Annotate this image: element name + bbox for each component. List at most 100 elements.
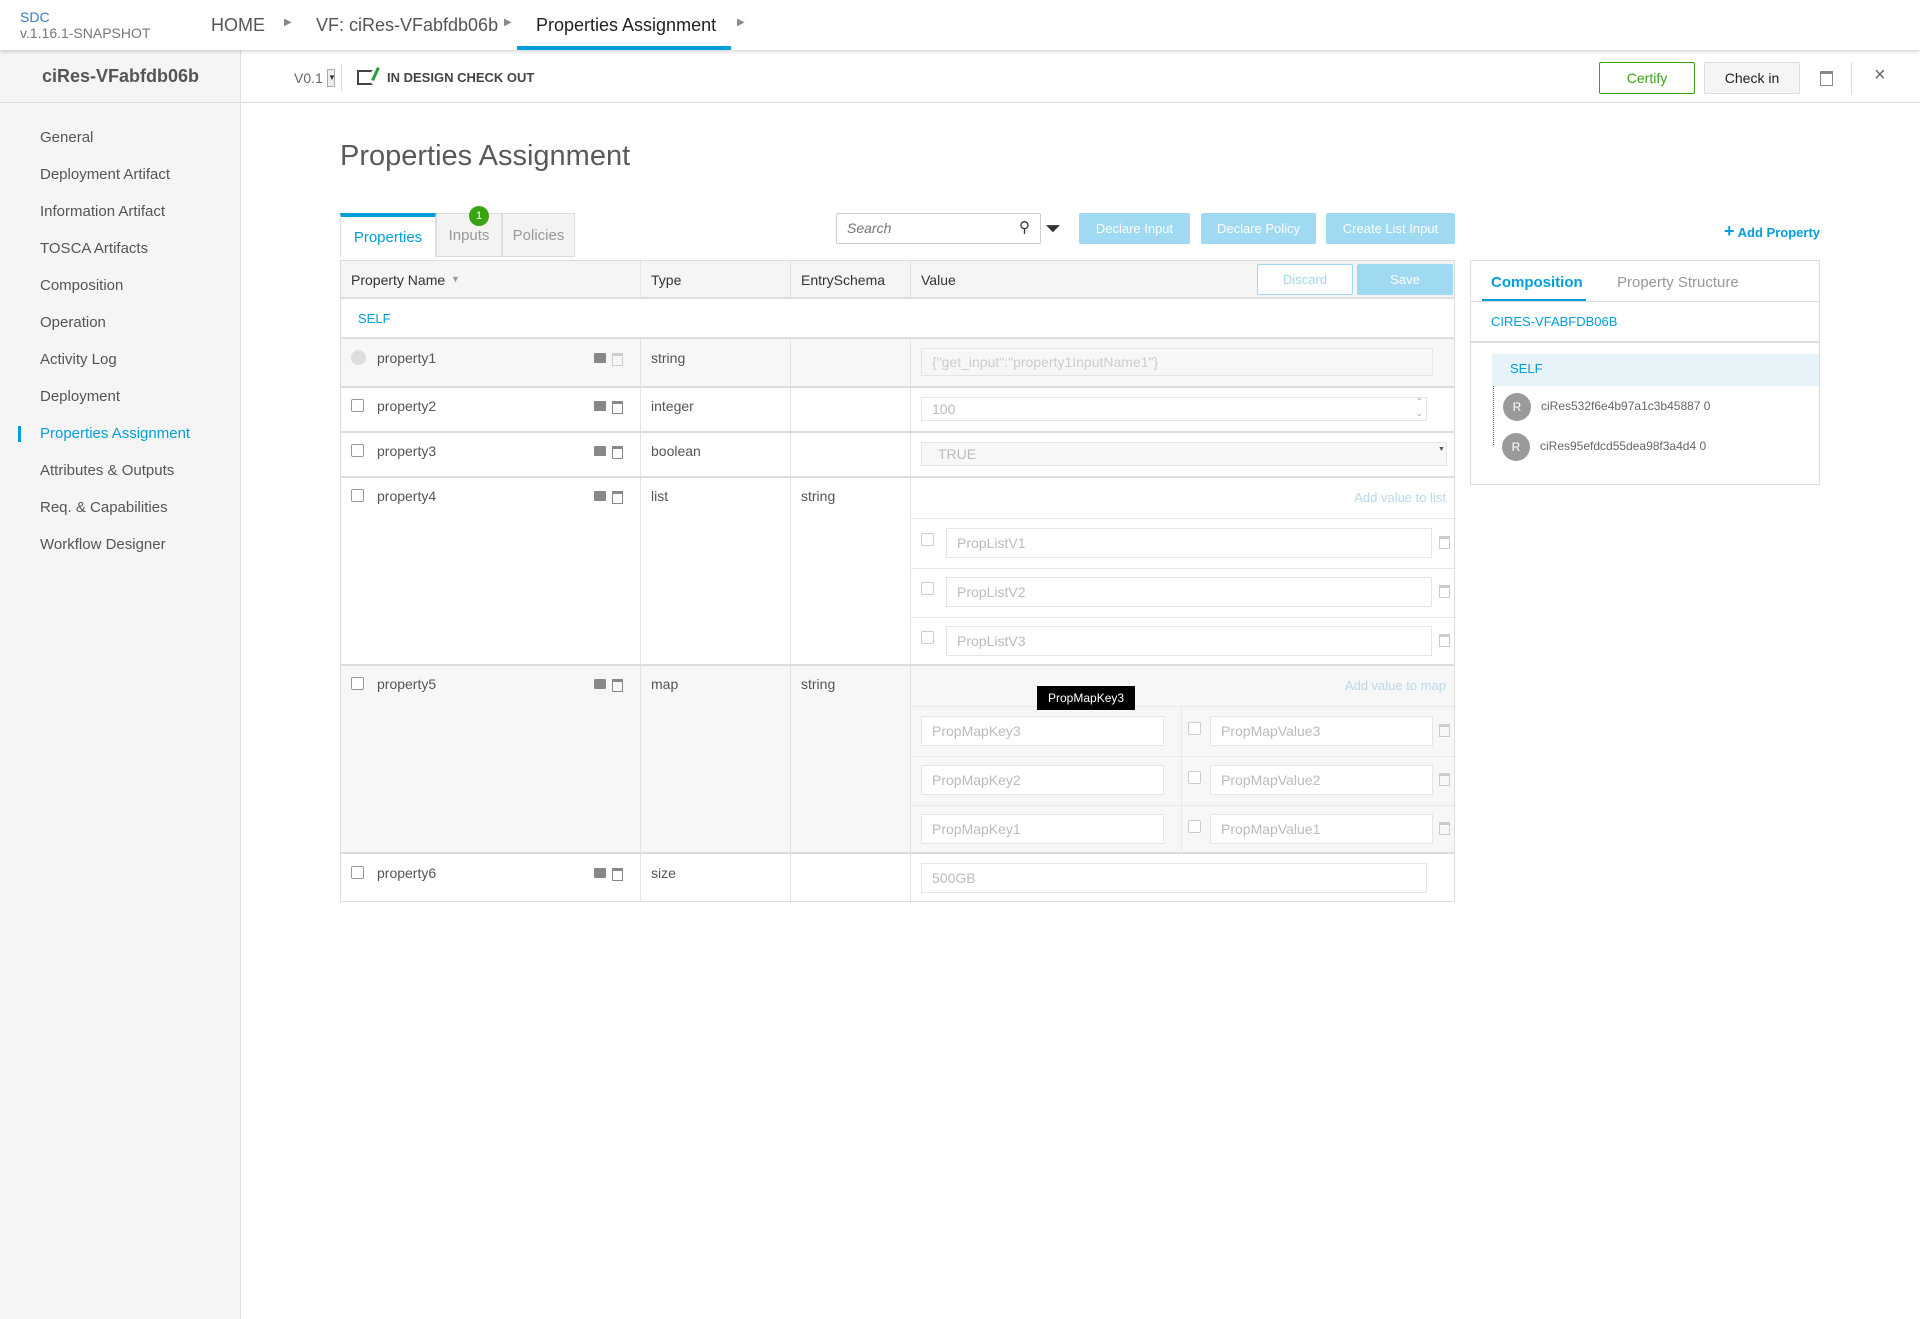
sidebar-item-information-artifact[interactable]: Information Artifact	[40, 203, 166, 220]
search-input[interactable]	[847, 214, 1007, 242]
filter-icon[interactable]: ⏷	[1045, 218, 1061, 240]
chevron-right-icon[interactable]: ▶	[737, 17, 745, 28]
certify-button[interactable]: Certify	[1599, 62, 1695, 94]
map-key-input[interactable]: PropMapKey2	[921, 765, 1164, 795]
row-checkbox[interactable]	[351, 489, 364, 502]
checkout-edit-icon	[357, 67, 380, 85]
declare-input-button[interactable]: Declare Input	[1079, 213, 1190, 244]
map-value-input[interactable]: PropMapValue3	[1210, 716, 1433, 746]
delete-icon[interactable]	[612, 868, 623, 881]
tab-composition[interactable]: Composition	[1491, 274, 1583, 291]
add-value-to-list-link[interactable]: Add value to list	[1354, 490, 1446, 505]
value-select[interactable]: TRUE	[921, 442, 1447, 466]
tab-inputs[interactable]: Inputs	[436, 213, 502, 257]
search-field[interactable]: ⚲	[836, 213, 1041, 244]
row-checkbox[interactable]	[351, 399, 364, 412]
app-logo[interactable]: SDC	[20, 9, 50, 25]
table-row: property3 boolean TRUE ▼	[341, 433, 1454, 478]
property-type: string	[651, 350, 686, 366]
tree-item-instance[interactable]: ciRes95efdcd55dea98f3a4d4 0	[1540, 439, 1707, 453]
row-checkbox[interactable]	[351, 677, 364, 690]
chevron-right-icon[interactable]: ▶	[504, 17, 512, 28]
comment-icon[interactable]	[594, 491, 606, 501]
add-value-to-map-link[interactable]: Add value to map	[1344, 678, 1446, 693]
root-component[interactable]: CIRES-VFABFDB06B	[1491, 314, 1618, 329]
map-item-checkbox[interactable]	[1188, 820, 1201, 833]
delete-icon[interactable]	[612, 353, 623, 366]
group-row: SELF	[341, 299, 1454, 339]
delete-icon[interactable]	[612, 401, 623, 414]
version-dropdown-icon[interactable]: ▼	[327, 69, 336, 87]
sidebar-title: ciRes-VFabfdb06b	[41, 66, 200, 86]
tab-property-structure[interactable]: Property Structure	[1617, 274, 1739, 291]
save-button[interactable]: Save	[1357, 264, 1453, 295]
map-value-input[interactable]: PropMapValue1	[1210, 814, 1433, 844]
delete-icon[interactable]	[1439, 822, 1450, 835]
delete-icon[interactable]	[1439, 724, 1450, 737]
list-item-checkbox[interactable]	[921, 533, 934, 546]
header-property-name[interactable]: Property Name ▼	[341, 261, 641, 297]
tab-properties[interactable]: Properties	[340, 213, 436, 257]
map-value-input[interactable]: PropMapValue2	[1210, 765, 1433, 795]
tab-policies[interactable]: Policies	[502, 213, 575, 257]
tree-item-self[interactable]: SELF	[1492, 354, 1819, 386]
delete-icon[interactable]	[1439, 634, 1450, 647]
list-item-input[interactable]: PropListV1	[946, 528, 1432, 558]
sidebar-item-general[interactable]: General	[40, 129, 94, 146]
comment-icon[interactable]	[594, 353, 606, 363]
comment-icon[interactable]	[594, 868, 606, 878]
number-stepper-icon[interactable]: ⌃ ⌄	[1416, 397, 1423, 418]
row-checkbox[interactable]	[351, 444, 364, 457]
add-property-button[interactable]: + Add Property	[1724, 221, 1820, 242]
list-item-input[interactable]: PropListV3	[946, 626, 1432, 656]
property-type: size	[651, 865, 676, 881]
map-item-checkbox[interactable]	[1188, 771, 1201, 784]
value-input[interactable]: 500GB	[921, 863, 1427, 893]
sidebar-item-operation[interactable]: Operation	[40, 314, 106, 331]
sidebar-item-properties-assignment[interactable]: Properties Assignment	[40, 425, 191, 442]
delete-icon[interactable]	[612, 491, 623, 504]
close-icon[interactable]: ×	[1874, 64, 1886, 86]
map-key-input[interactable]: PropMapKey3	[921, 716, 1164, 746]
comment-icon[interactable]	[594, 446, 606, 456]
sidebar-item-deployment[interactable]: Deployment	[40, 388, 121, 405]
delete-icon[interactable]	[1439, 773, 1450, 786]
hierarchy-panel: Composition Property Structure CIRES-VFA…	[1470, 260, 1820, 485]
map-item-checkbox[interactable]	[1188, 722, 1201, 735]
comment-icon[interactable]	[594, 401, 606, 411]
check-in-button[interactable]: Check in	[1704, 62, 1800, 94]
delete-icon[interactable]	[1439, 585, 1450, 598]
sort-down-icon[interactable]: ▼	[451, 274, 460, 284]
declare-policy-button[interactable]: Declare Policy	[1201, 213, 1316, 244]
list-item-checkbox[interactable]	[921, 631, 934, 644]
delete-icon[interactable]	[612, 679, 623, 692]
comment-icon[interactable]	[594, 679, 606, 689]
sidebar-item-tosca-artifacts[interactable]: TOSCA Artifacts	[40, 240, 149, 257]
version-selector[interactable]: V0.1	[294, 70, 323, 86]
breadcrumb-properties-assignment[interactable]: Properties Assignment	[536, 15, 717, 35]
list-item-input[interactable]: PropListV2	[946, 577, 1432, 607]
dropdown-icon[interactable]: ▼	[1438, 446, 1445, 453]
value-input[interactable]: 100	[921, 397, 1427, 421]
breadcrumb-home[interactable]: HOME	[211, 15, 265, 35]
search-icon[interactable]: ⚲	[1019, 219, 1030, 236]
sidebar-item-attributes-outputs[interactable]: Attributes & Outputs	[40, 462, 175, 479]
sidebar-item-activity-log[interactable]: Activity Log	[40, 351, 117, 368]
sidebar-item-composition[interactable]: Composition	[40, 277, 124, 294]
sidebar-item-req-capabilities[interactable]: Req. & Capabilities	[40, 499, 168, 516]
delete-icon[interactable]	[1439, 536, 1450, 549]
row-checkbox[interactable]	[351, 866, 364, 879]
tree-item-instance[interactable]: ciRes532f6e4b97a1c3b45887 0	[1541, 399, 1711, 413]
chevron-right-icon[interactable]: ▶	[284, 17, 292, 28]
sidebar-item-deployment-artifact[interactable]: Deployment Artifact	[40, 166, 171, 183]
list-item-checkbox[interactable]	[921, 582, 934, 595]
map-key-input[interactable]: PropMapKey1	[921, 814, 1164, 844]
property-name: property3	[377, 443, 437, 459]
header-entryschema: EntrySchema	[791, 261, 911, 297]
sidebar-item-workflow-designer[interactable]: Workflow Designer	[40, 536, 166, 553]
delete-icon[interactable]	[1820, 71, 1833, 86]
breadcrumb-vf[interactable]: VF: ciRes-VFabfdb06b	[316, 15, 499, 35]
delete-icon[interactable]	[612, 446, 623, 459]
create-list-input-button[interactable]: Create List Input	[1326, 213, 1455, 244]
discard-button[interactable]: Discard	[1257, 264, 1353, 295]
